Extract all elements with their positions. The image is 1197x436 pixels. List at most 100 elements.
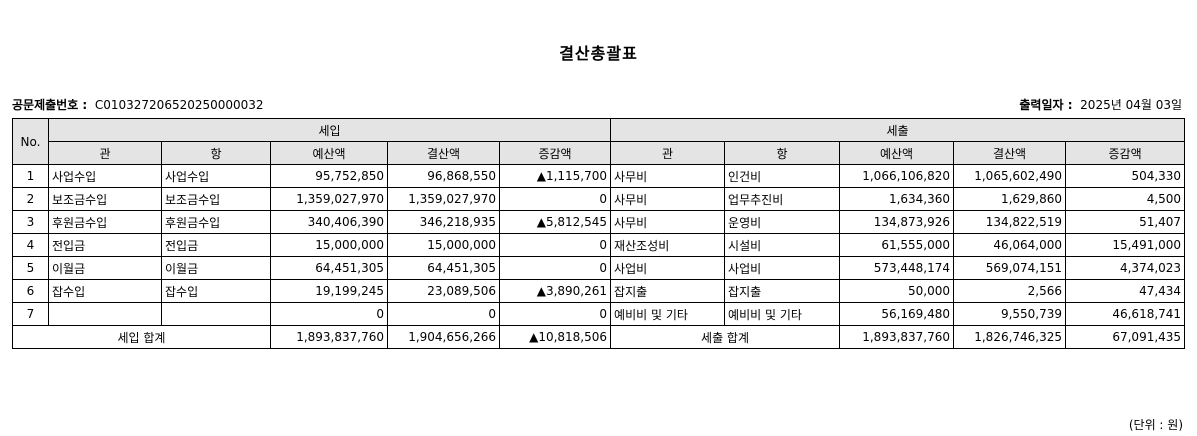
cell-income-item: 보조금수입 xyxy=(161,187,271,211)
cell-expense-diff: 15,491,000 xyxy=(1065,233,1186,257)
expense-total-budget: 1,893,837,760 xyxy=(839,325,955,349)
table-row: 6 잡수입 잡수입 19,199,245 23,089,506 ▲3,890,2… xyxy=(12,279,1186,303)
cell-expense-category: 사무비 xyxy=(610,164,726,188)
cell-expense-budget: 61,555,000 xyxy=(839,233,955,257)
cell-income-diff: 0 xyxy=(498,256,612,280)
cell-income-budget: 19,199,245 xyxy=(270,279,388,303)
cell-expense-budget: 56,169,480 xyxy=(839,302,955,326)
cell-expense-budget: 50,000 xyxy=(839,279,955,303)
header-col: 결산액 xyxy=(387,141,500,165)
header-col: 예산액 xyxy=(839,141,955,165)
cell-income-budget: 1,359,027,970 xyxy=(270,187,388,211)
cell-income-settled: 15,000,000 xyxy=(387,233,500,257)
cell-no: 7 xyxy=(12,302,49,326)
cell-expense-category: 사무비 xyxy=(610,187,726,211)
cell-expense-diff: 504,330 xyxy=(1065,164,1186,188)
cell-income-settled: 1,359,027,970 xyxy=(387,187,500,211)
header-row-sub: 관 항 예산액 결산액 증감액 관 항 예산액 결산액 증감액 xyxy=(13,141,1186,165)
cell-expense-item: 사업비 xyxy=(724,256,841,280)
header-col: 관 xyxy=(48,141,162,165)
header-col: 항 xyxy=(724,141,841,165)
cell-income-item: 전입금 xyxy=(161,233,271,257)
cell-no: 1 xyxy=(12,164,49,188)
cell-expense-item: 업무추진비 xyxy=(724,187,841,211)
cell-expense-category: 사업비 xyxy=(610,256,726,280)
cell-expense-budget: 134,873,926 xyxy=(839,210,955,234)
cell-expense-settled: 2,566 xyxy=(953,279,1067,303)
report-meta: 공문제출번호 : C010327206520250000032 출력일자 : 2… xyxy=(12,96,1182,114)
cell-income-settled: 0 xyxy=(387,302,500,326)
cell-expense-item: 잡지출 xyxy=(724,279,841,303)
cell-income-budget: 0 xyxy=(270,302,388,326)
table-body: 1 사업수입 사업수입 95,752,850 96,868,550 ▲1,115… xyxy=(12,164,1186,349)
cell-expense-budget: 1,066,106,820 xyxy=(839,164,955,188)
cell-expense-settled: 9,550,739 xyxy=(953,302,1067,326)
cell-income-budget: 340,406,390 xyxy=(270,210,388,234)
cell-expense-diff: 4,374,023 xyxy=(1065,256,1186,280)
cell-income-settled: 64,451,305 xyxy=(387,256,500,280)
table-row: 3 후원금수입 후원금수입 340,406,390 346,218,935 ▲5… xyxy=(12,210,1186,234)
cell-expense-item: 인건비 xyxy=(724,164,841,188)
cell-income-diff: ▲1,115,700 xyxy=(498,164,612,188)
cell-expense-settled: 134,822,519 xyxy=(953,210,1067,234)
cell-income-diff: 0 xyxy=(498,187,612,211)
cell-expense-category: 예비비 및 기타 xyxy=(610,302,726,326)
cell-expense-category: 사무비 xyxy=(610,210,726,234)
expense-total-label: 세출 합계 xyxy=(610,325,841,349)
cell-expense-budget: 1,634,360 xyxy=(839,187,955,211)
cell-expense-diff: 47,434 xyxy=(1065,279,1186,303)
cell-expense-settled: 1,065,602,490 xyxy=(953,164,1067,188)
unit-note: (단위 : 원) xyxy=(1128,418,1183,432)
header-col: 결산액 xyxy=(953,141,1067,165)
cell-income-diff: ▲3,890,261 xyxy=(498,279,612,303)
header-col: 관 xyxy=(610,141,726,165)
table-row: 1 사업수입 사업수입 95,752,850 96,868,550 ▲1,115… xyxy=(12,164,1186,188)
cell-expense-category: 재산조성비 xyxy=(610,233,726,257)
cell-expense-diff: 46,618,741 xyxy=(1065,302,1186,326)
cell-no: 5 xyxy=(12,256,49,280)
cell-income-budget: 15,000,000 xyxy=(270,233,388,257)
print-date: 출력일자 : 2025년 04월 03일 xyxy=(1019,96,1182,113)
cell-income-item: 사업수입 xyxy=(161,164,271,188)
doc-number: 공문제출번호 : C010327206520250000032 xyxy=(12,96,264,113)
cell-income-category: 이월금 xyxy=(48,256,162,280)
cell-income-settled: 346,218,935 xyxy=(387,210,500,234)
cell-income-item: 후원금수입 xyxy=(161,210,271,234)
cell-expense-settled: 46,064,000 xyxy=(953,233,1067,257)
header-row-top: No. 세입 세출 xyxy=(12,118,1186,165)
cell-income-category xyxy=(48,302,162,326)
print-date-label: 출력일자 : xyxy=(1019,98,1073,112)
header-col: 예산액 xyxy=(270,141,388,165)
cell-income-diff: 0 xyxy=(498,302,612,326)
totals-row: 세입 합계 1,893,837,760 1,904,656,266 ▲10,81… xyxy=(12,325,1186,349)
print-date-value: 2025년 04월 03일 xyxy=(1080,98,1182,112)
expense-total-settled: 1,826,746,325 xyxy=(953,325,1067,349)
cell-expense-settled: 1,629,860 xyxy=(953,187,1067,211)
expense-total-diff: 67,091,435 xyxy=(1065,325,1186,349)
income-total-label: 세입 합계 xyxy=(12,325,271,349)
income-total-diff: ▲10,818,506 xyxy=(498,325,612,349)
cell-income-category: 사업수입 xyxy=(48,164,162,188)
cell-income-budget: 95,752,850 xyxy=(270,164,388,188)
header-col: 항 xyxy=(161,141,271,165)
cell-expense-settled: 569,074,151 xyxy=(953,256,1067,280)
table-row: 2 보조금수입 보조금수입 1,359,027,970 1,359,027,97… xyxy=(12,187,1186,211)
header-income: 세입 xyxy=(47,118,612,142)
report-title: 결산총괄표 xyxy=(559,44,638,63)
cell-income-item: 이월금 xyxy=(161,256,271,280)
cell-income-diff: ▲5,812,545 xyxy=(498,210,612,234)
cell-no: 3 xyxy=(12,210,49,234)
cell-income-category: 보조금수입 xyxy=(48,187,162,211)
table-row: 7 0 0 0 예비비 및 기타 예비비 및 기타 56,169,480 9,5… xyxy=(12,302,1186,326)
table-row: 4 전입금 전입금 15,000,000 15,000,000 0 재산조성비 … xyxy=(12,233,1186,257)
cell-income-diff: 0 xyxy=(498,233,612,257)
table-row: 5 이월금 이월금 64,451,305 64,451,305 0 사업비 사업… xyxy=(12,256,1186,280)
cell-income-category: 후원금수입 xyxy=(48,210,162,234)
cell-expense-category: 잡지출 xyxy=(610,279,726,303)
header-col: 증감액 xyxy=(498,141,612,165)
income-total-settled: 1,904,656,266 xyxy=(387,325,500,349)
settlement-table: No. 세입 세출 관 항 예산액 결산액 증감액 관 항 예산액 결산액 증감… xyxy=(12,118,1186,349)
header-col: 증감액 xyxy=(1065,141,1186,165)
header-expense: 세출 xyxy=(610,118,1186,142)
header-no: No. xyxy=(12,118,49,165)
